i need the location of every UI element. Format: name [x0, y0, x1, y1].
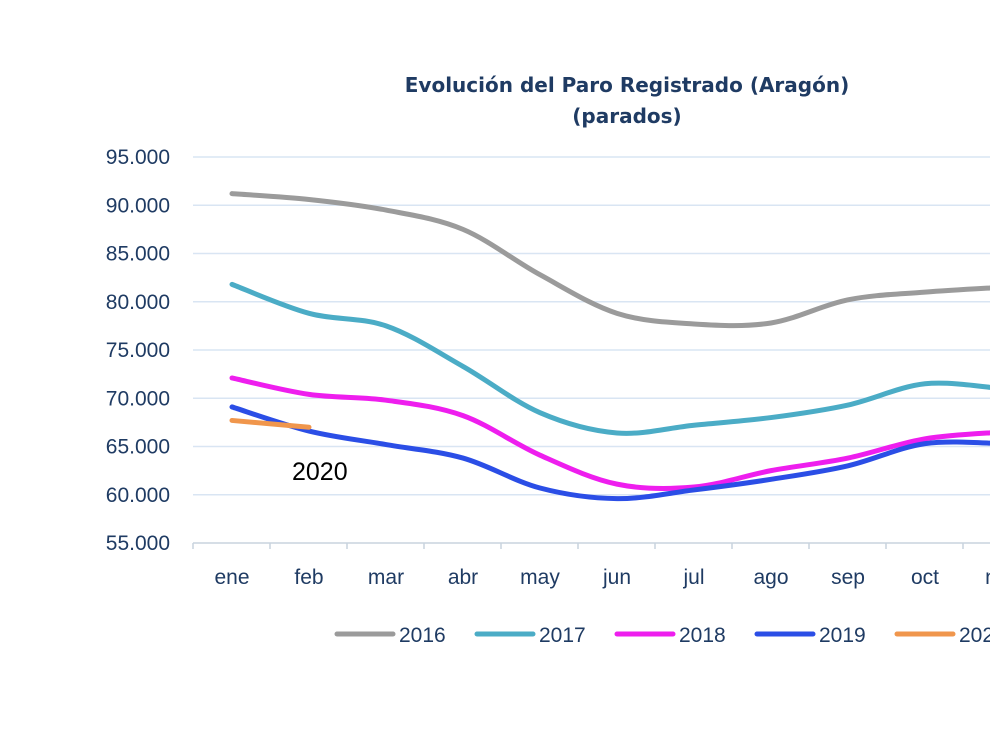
y-tick-label: 55.000: [106, 532, 170, 555]
x-tick-label-sep: sep: [831, 566, 865, 589]
series-line-2020: [229, 417, 312, 430]
series-line-2019: [229, 404, 990, 502]
legend-label-2017: 2017: [539, 624, 586, 647]
x-tick-label-abr: abr: [448, 566, 478, 589]
legend-label-2018: 2018: [679, 624, 726, 647]
y-tick-label: 65.000: [106, 436, 170, 459]
legend: 2016 2017 2018 2019 2020: [334, 624, 990, 647]
y-tick-label: 75.000: [106, 339, 170, 362]
gridlines: [193, 156, 990, 496]
x-tick-label-mar: mar: [368, 566, 404, 589]
series-lines: [229, 191, 990, 502]
y-tick-label: 95.000: [106, 146, 170, 169]
x-tick-label-jun: jun: [602, 566, 631, 589]
series-line-2018: [229, 375, 990, 491]
annotation-2020: 2020: [292, 458, 348, 486]
x-tick-label-ene: ene: [214, 566, 249, 589]
y-tick-label: 85.000: [106, 243, 170, 266]
chart-subtitle: (parados): [572, 104, 681, 128]
x-tick-label-jul: jul: [682, 566, 704, 589]
series-line-2016: [229, 191, 990, 329]
x-tick-label-may: may: [520, 566, 560, 589]
x-tick-label-nov: nov: [985, 566, 990, 589]
series-line-2017: [229, 281, 990, 436]
y-tick-label: 70.000: [106, 387, 170, 410]
y-tick-label: 80.000: [106, 291, 170, 314]
x-tick-label-feb: feb: [294, 566, 323, 589]
chart-title: Evolución del Paro Registrado (Aragón): [405, 73, 849, 97]
legend-label-2020: 2020: [959, 624, 990, 647]
legend-label-2016: 2016: [399, 624, 446, 647]
legend-label-2019: 2019: [819, 624, 866, 647]
y-tick-label: 90.000: [106, 194, 170, 217]
x-tick-label-ago: ago: [753, 566, 788, 589]
axes: 55.000 60.000 65.000 70.000 75.000 80.000 85.0…: [106, 146, 990, 589]
y-tick-label: 60.000: [106, 484, 170, 507]
x-tick-label-oct: oct: [911, 566, 939, 589]
